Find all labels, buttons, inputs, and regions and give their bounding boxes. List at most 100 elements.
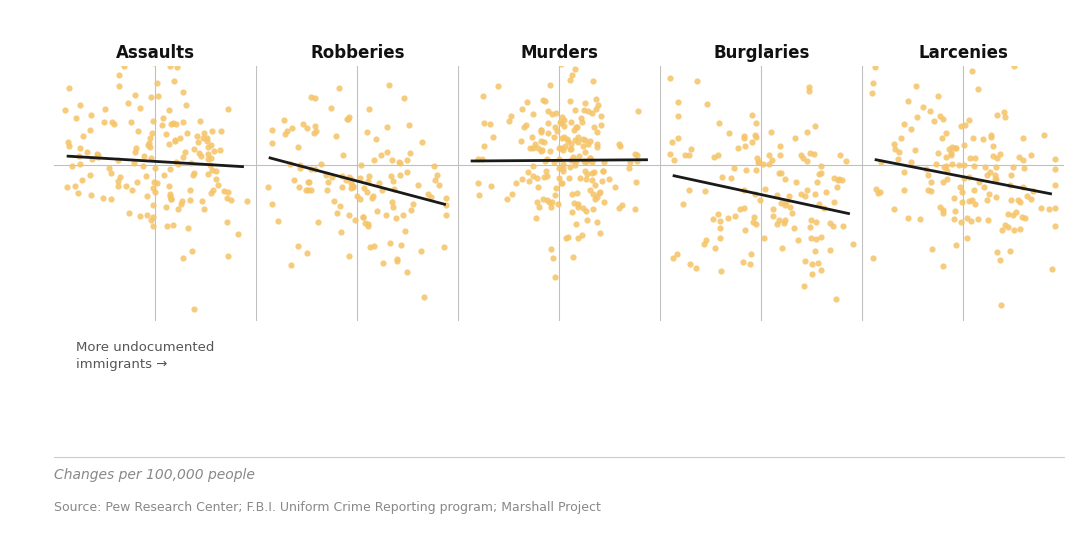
Point [143, 129, 161, 137]
Point [569, 132, 586, 141]
Point [745, 212, 762, 221]
Point [223, 196, 240, 205]
Point [988, 248, 1006, 257]
Point [153, 121, 171, 130]
Point [1047, 155, 1064, 163]
Point [498, 194, 516, 203]
Point [102, 194, 119, 203]
Point [365, 156, 382, 165]
Point [578, 206, 595, 215]
Point [182, 158, 200, 167]
Point [525, 161, 542, 170]
Point [899, 97, 917, 106]
Point [525, 172, 542, 181]
Point [561, 140, 579, 148]
Point [126, 158, 143, 167]
Point [551, 173, 568, 182]
Point [175, 117, 192, 126]
Point [174, 153, 191, 162]
Point [743, 110, 760, 119]
Point [422, 192, 440, 201]
Point [174, 196, 191, 205]
Point [589, 143, 606, 152]
Point [121, 209, 138, 218]
Point [958, 214, 975, 223]
Point [78, 148, 96, 157]
Point [84, 154, 101, 163]
Point [594, 177, 611, 186]
Point [64, 162, 81, 171]
Point [825, 174, 843, 183]
Point [381, 80, 399, 89]
Point [993, 300, 1010, 309]
Point [502, 111, 519, 120]
Point [353, 161, 370, 170]
Point [863, 89, 881, 98]
Point [611, 142, 629, 151]
Point [586, 181, 604, 190]
Point [177, 100, 194, 109]
Point [489, 81, 506, 90]
Point [383, 203, 401, 212]
Point [167, 158, 185, 167]
Point [590, 100, 607, 109]
Point [212, 146, 229, 155]
Point [570, 152, 588, 161]
Point [927, 160, 945, 168]
Point [190, 148, 207, 157]
Point [166, 136, 184, 145]
Point [181, 195, 199, 204]
Point [165, 76, 182, 85]
Point [757, 184, 774, 193]
Point [710, 119, 728, 127]
Point [554, 112, 571, 121]
Point [56, 105, 74, 114]
Point [965, 186, 983, 194]
Point [218, 193, 236, 202]
Point [334, 150, 352, 159]
Point [1040, 205, 1058, 214]
Point [552, 179, 569, 188]
Point [513, 175, 530, 183]
Point [571, 173, 589, 182]
Point [742, 259, 759, 268]
Point [995, 108, 1012, 117]
Point [532, 147, 550, 156]
Point [735, 186, 753, 195]
Point [359, 220, 377, 229]
Point [542, 202, 559, 211]
Point [938, 167, 956, 176]
Point [720, 129, 737, 137]
Point [476, 119, 493, 127]
Point [772, 198, 790, 207]
Point [553, 134, 570, 142]
Point [669, 111, 686, 120]
Point [438, 193, 455, 202]
Point [775, 219, 793, 228]
Point [585, 123, 603, 132]
Point [1014, 134, 1032, 143]
Point [110, 182, 127, 191]
Point [937, 129, 955, 137]
Point [281, 160, 299, 168]
Point [755, 233, 772, 242]
Point [561, 96, 579, 105]
Point [661, 149, 679, 158]
Point [518, 98, 535, 106]
Point [566, 136, 583, 145]
Point [507, 179, 525, 188]
Point [765, 205, 782, 214]
Point [697, 235, 715, 244]
Point [929, 148, 946, 157]
Point [946, 207, 963, 216]
Point [565, 252, 582, 261]
Point [996, 220, 1013, 229]
Point [384, 176, 402, 185]
Point [1011, 224, 1028, 233]
Point [772, 168, 790, 177]
Point [591, 229, 608, 238]
Title: Burglaries: Burglaries [714, 44, 809, 62]
Point [896, 186, 913, 195]
Point [375, 259, 392, 268]
Point [567, 157, 584, 166]
